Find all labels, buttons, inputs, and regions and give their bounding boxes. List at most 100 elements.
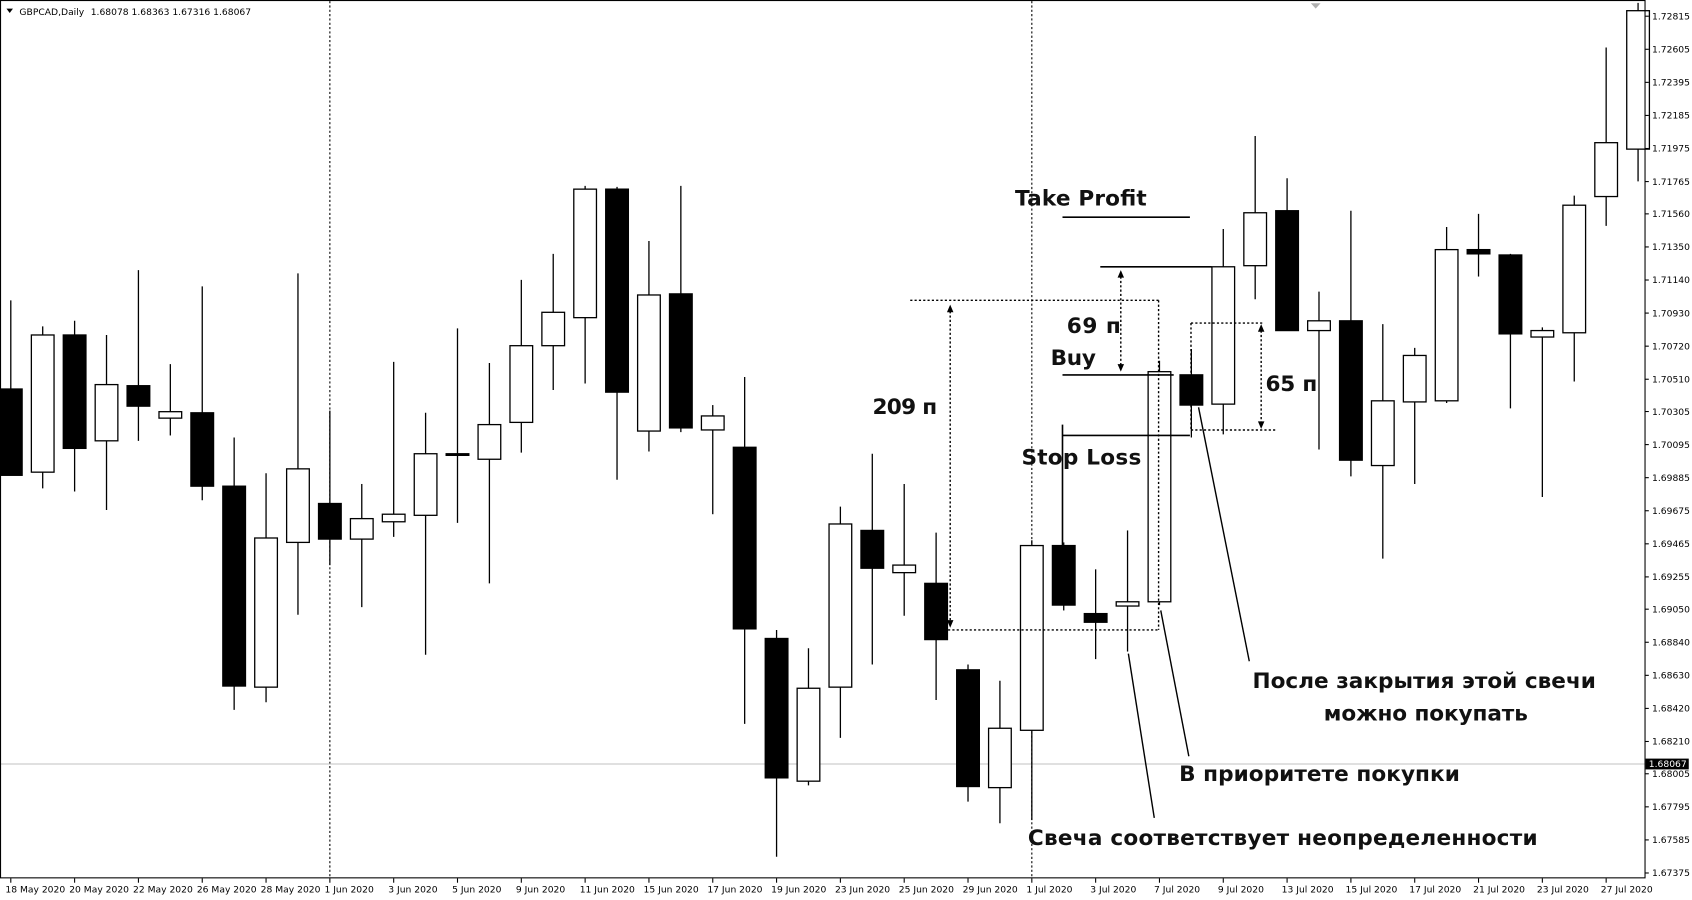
candle-bullish: [1211, 228, 1236, 435]
candle-body: [1562, 204, 1587, 334]
price-axis[interactable]: 1.72815 1.72605 1.72395 1.72185 1.71975 1.717…: [1644, 11, 1690, 879]
candle-body: [541, 311, 566, 347]
candle-bearish: [956, 664, 980, 802]
pointer-line-after-close: [1197, 407, 1250, 662]
candle-bullish: [381, 361, 406, 537]
candle-bullish: [636, 240, 661, 452]
candle-bullish: [1019, 540, 1044, 821]
price-tick-label: 1.69050: [1652, 604, 1690, 615]
date-tick-label: 26 May 2020: [197, 884, 257, 895]
time-axis[interactable]: 18 May 2020 20 May 2020 22 May 2020 26 May …: [5, 878, 1653, 895]
candle-bullish: [254, 473, 279, 703]
date-tick-label: 1 Jun 2020: [324, 884, 373, 895]
price-tick-label: 1.67375: [1652, 868, 1690, 879]
date-tick-label: 17 Jun 2020: [707, 884, 762, 895]
candle-body: [860, 529, 885, 569]
take-profit-label: Take Profit: [1015, 186, 1147, 211]
candle-body: [668, 293, 693, 429]
date-tick-label: 20 May 2020: [69, 884, 129, 895]
candle-bullish: [94, 334, 119, 510]
candle-body: [94, 383, 119, 442]
date-tick-label: 23 Jul 2020: [1537, 884, 1589, 895]
price-tick-label: 1.69675: [1652, 506, 1690, 517]
candle-bearish: [1275, 178, 1300, 332]
candle-body: [1147, 371, 1172, 603]
price-tick-label: 1.71560: [1652, 209, 1690, 220]
candle-bullish: [349, 483, 374, 608]
candle-bearish: [732, 377, 757, 724]
candle-bullish: [1434, 226, 1459, 404]
price-tick-label: 1.67585: [1652, 835, 1690, 846]
date-tick-label: 9 Jul 2020: [1218, 884, 1264, 895]
candle-bearish: [62, 320, 87, 492]
candle-bullish: [573, 185, 598, 384]
candle-body: [1115, 601, 1140, 607]
candle-bearish: [605, 186, 630, 480]
candle-body: [1307, 320, 1331, 332]
price-tick-label: 1.70095: [1652, 440, 1690, 451]
candle-bullish: [892, 483, 917, 616]
candle-body: [700, 415, 725, 431]
candle-bullish: [828, 506, 853, 738]
price-tick-label: 1.69465: [1652, 539, 1690, 550]
date-tick-label: 22 May 2020: [133, 884, 193, 895]
date-tick-label: 19 Jun 2020: [771, 884, 826, 895]
candle-bearish: [222, 437, 247, 710]
date-tick-label: 5 Jun 2020: [452, 884, 501, 895]
candle-bullish: [1562, 195, 1587, 382]
candle-body: [892, 564, 917, 574]
candle-bullish: [1307, 291, 1331, 450]
price-tick-label: 1.70510: [1652, 374, 1690, 385]
date-tick-label: 7 Jul 2020: [1154, 884, 1200, 895]
date-tick-label: 21 Jul 2020: [1473, 884, 1525, 895]
candle-body: [732, 446, 757, 630]
date-tick-label: 17 Jul 2020: [1409, 884, 1461, 895]
date-tick-label: 1 Jul 2020: [1026, 884, 1072, 895]
price-tick-label: 1.71140: [1652, 275, 1690, 286]
candle-body: [222, 485, 247, 687]
candle-bullish: [509, 279, 534, 453]
price-tick-label: 1.69885: [1652, 473, 1690, 484]
candle-bullish: [1626, 2, 1651, 182]
candle-body: [605, 188, 630, 393]
candle-bearish: [1338, 210, 1363, 477]
date-tick-label: 18 May 2020: [5, 884, 65, 895]
candle-body: [30, 334, 55, 473]
candle-body: [0, 388, 23, 476]
candle-body: [285, 468, 310, 544]
candle-body: [381, 513, 406, 523]
candle-bearish: [190, 286, 215, 501]
dropdown-triangle-icon[interactable]: [6, 8, 13, 13]
date-tick-label: 15 Jun 2020: [644, 884, 699, 895]
price-tick-label: 1.72815: [1652, 11, 1690, 22]
date-tick-label: 23 Jun 2020: [835, 884, 890, 895]
pointer-line-uncertainty: [1127, 653, 1155, 818]
candle-bullish: [700, 405, 725, 515]
candle-body: [764, 637, 789, 779]
candle-bullish: [1115, 530, 1140, 652]
candle-body: [509, 345, 534, 424]
date-tick-label: 13 Jul 2020: [1282, 884, 1334, 895]
candle-bullish: [1530, 327, 1555, 498]
price-tick-label: 1.68210: [1652, 737, 1690, 748]
candle-body: [413, 453, 438, 516]
candle-bearish: [1498, 253, 1523, 409]
range-69-label: 69 п: [1067, 314, 1121, 339]
candle-bullish: [1147, 360, 1172, 606]
candle-bullish: [796, 648, 821, 786]
date-tick-label: 25 Jun 2020: [899, 884, 954, 895]
candle-body: [1626, 10, 1651, 150]
candle-bullish: [1243, 136, 1268, 300]
price-tick-label: 1.72395: [1652, 78, 1690, 89]
ohlc-readout: 1.68078 1.68363 1.67316 1.68067: [91, 7, 252, 18]
candle-body: [477, 423, 502, 460]
scroll-marker-icon[interactable]: [1310, 3, 1321, 9]
candle-body: [1402, 354, 1427, 403]
candle-bearish: [924, 532, 949, 701]
date-tick-label: 3 Jun 2020: [388, 884, 437, 895]
price-tick-label: 1.71975: [1652, 144, 1690, 155]
candle-body: [987, 727, 1012, 789]
price-tick-label: 1.70305: [1652, 407, 1690, 418]
candle-body: [1434, 248, 1459, 402]
